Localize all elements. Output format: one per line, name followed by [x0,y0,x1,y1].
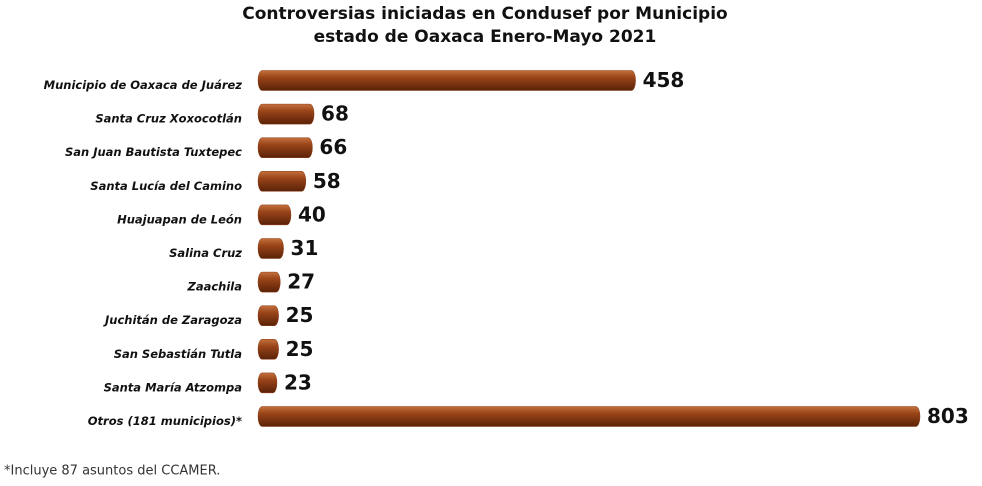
value-label: 68 [321,102,349,126]
value-label: 23 [284,370,312,394]
category-label: Juchitán de Zaragoza [103,313,242,327]
category-label: Santa Lucía del Camino [90,179,242,193]
value-label: 40 [298,202,326,226]
bar [257,406,921,427]
category-label: Huajuapan de León [117,212,242,226]
bar [257,137,313,158]
category-label: Salina Cruz [169,246,242,260]
value-label: 458 [643,68,685,92]
value-label: 58 [313,169,341,193]
chart-title: estado de Oaxaca Enero-Mayo 2021 [314,27,657,47]
bar [257,70,636,91]
bar [257,372,278,394]
category-label: Santa María Atzompa [104,380,243,394]
bar [257,171,307,192]
category-label: Santa Cruz Xoxocotlán [95,112,242,126]
value-label: 27 [287,270,315,294]
bar [257,339,279,360]
value-label: 66 [319,135,347,159]
value-label: 31 [291,236,319,260]
bar [257,305,279,326]
bar [257,204,292,226]
bar [257,271,281,293]
category-label: Zaachila [186,280,242,294]
category-label: Otros (181 municipios)* [88,414,242,428]
value-label: 25 [286,303,314,327]
category-label: Municipio de Oaxaca de Juárez [44,78,243,92]
bar [257,238,284,259]
value-label: 25 [286,337,314,361]
category-label: San Sebastián Tutla [114,347,243,361]
category-label: San Juan Bautista Tuxtepec [65,145,242,159]
bar [257,103,315,125]
chart-title: Controversias iniciadas en Condusef por … [242,4,727,24]
footnote: *Incluye 87 asuntos del CCAMER. [4,464,220,479]
value-label: 803 [927,404,969,428]
